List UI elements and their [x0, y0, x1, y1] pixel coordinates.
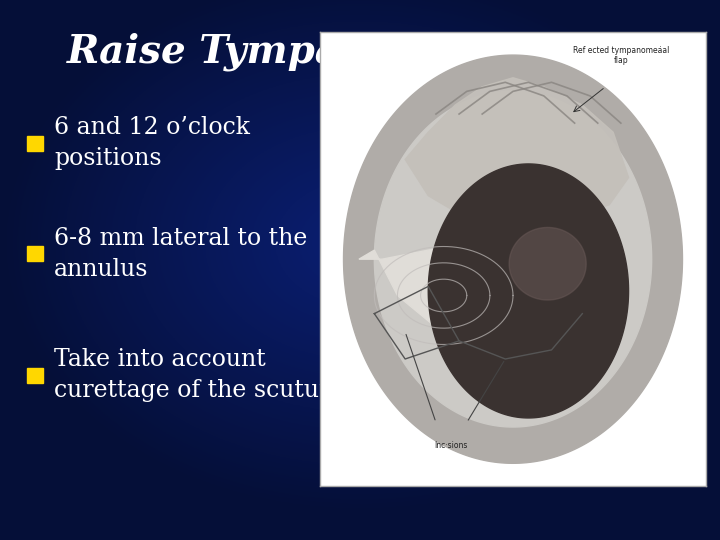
Text: Take into account
curettage of the scutum: Take into account curettage of the scutu…	[54, 348, 341, 402]
Text: 6 and 12 o’clock
positions: 6 and 12 o’clock positions	[54, 116, 250, 170]
Polygon shape	[374, 91, 652, 427]
Polygon shape	[359, 241, 582, 359]
Text: Inc·sions: Inc·sions	[435, 441, 468, 450]
Polygon shape	[343, 55, 683, 463]
Bar	[27, 246, 43, 261]
Polygon shape	[509, 227, 586, 300]
Text: Raise Tympanomeatal Flap: Raise Tympanomeatal Flap	[67, 32, 653, 71]
Text: 6-8 mm lateral to the
annulus: 6-8 mm lateral to the annulus	[54, 227, 307, 281]
Text: Ref ected tympanomeȧal
flap: Ref ected tympanomeȧal flap	[572, 46, 669, 65]
Polygon shape	[405, 78, 629, 214]
Bar	[27, 136, 43, 151]
Bar	[27, 368, 43, 383]
Polygon shape	[428, 164, 629, 418]
